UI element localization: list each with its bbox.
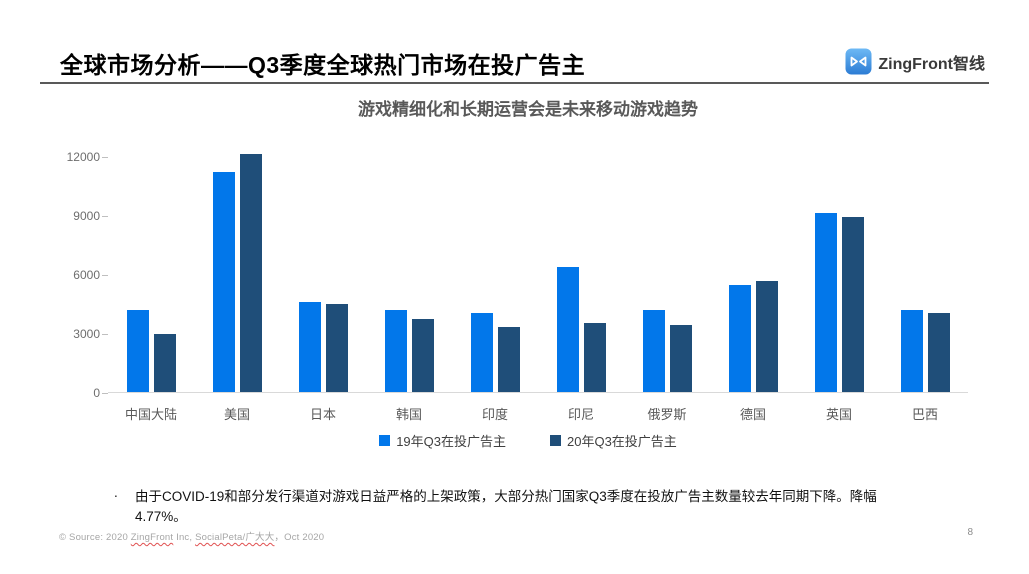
y-axis-tick-label: 6000 xyxy=(73,268,100,282)
legend-label: 19年Q3在投广告主 xyxy=(396,434,506,449)
bar xyxy=(411,319,434,392)
bar xyxy=(669,325,692,392)
y-axis-tick-mark xyxy=(102,216,108,217)
bar xyxy=(583,323,606,392)
zingfront-logo: ZingFront智线 xyxy=(845,48,985,75)
chart-legend: 19年Q3在投广告主 20年Q3在投广告主 xyxy=(108,431,948,450)
y-axis-tick-label: 3000 xyxy=(73,327,100,341)
x-axis-label: 巴西 xyxy=(911,407,938,422)
page-number: 8 xyxy=(967,527,973,538)
x-axis-label: 英国 xyxy=(825,407,852,422)
x-axis-label: 日本 xyxy=(309,407,336,422)
legend-marker xyxy=(379,435,391,446)
source-prefix: © Source: 2020 xyxy=(59,532,131,543)
legend-label: 20年Q3在投广告主 xyxy=(567,434,677,449)
legend-marker xyxy=(550,435,561,446)
x-axis-label: 俄罗斯 xyxy=(647,407,687,422)
bar xyxy=(470,313,493,392)
x-axis-label: 中国大陆 xyxy=(124,407,177,422)
source-suffix: ，Oct 2020 xyxy=(274,532,325,543)
bar xyxy=(212,171,235,392)
bar xyxy=(841,216,864,392)
legend-item: 19年Q3在投广告主 xyxy=(379,431,506,450)
zingfront-logo-icon xyxy=(845,48,872,75)
bar xyxy=(927,313,950,392)
x-axis-label: 韩国 xyxy=(395,407,422,422)
x-axis-labels: 中国大陆 美国 日本 韩国 印度 印尼 俄罗斯 德国 英国 巴西 xyxy=(108,404,968,423)
bar xyxy=(126,310,149,392)
zingfront-logo-text: ZingFront智线 xyxy=(878,55,985,73)
legend-item: 20年Q3在投广告主 xyxy=(550,431,677,450)
bar xyxy=(325,304,348,392)
bar xyxy=(153,333,176,392)
bar xyxy=(556,267,579,392)
y-axis-tick-label: 0 xyxy=(93,386,100,400)
chart-title: 游戏精细化和长期运营会是未来移动游戏趋势 xyxy=(358,100,698,119)
bar xyxy=(298,301,321,392)
y-axis-tick-mark xyxy=(102,393,108,394)
bar xyxy=(755,280,778,392)
bar-group-日本 xyxy=(280,157,366,392)
source-mid: Inc, xyxy=(173,532,196,543)
summary-note: . 由于COVID-19和部分发行渠道对游戏日益严格的上架政策，大部分热门国家Q… xyxy=(114,485,924,525)
bar xyxy=(497,327,520,392)
bar xyxy=(728,284,751,392)
bar xyxy=(384,310,407,392)
bar-group-中国大陆 xyxy=(108,157,194,392)
bar-group-印度 xyxy=(452,157,538,392)
bar-group-韩国 xyxy=(366,157,452,392)
bar-group-美国 xyxy=(194,154,280,392)
bar xyxy=(814,213,837,392)
page-title: 全球市场分析——Q3季度全球热门市场在投广告主 xyxy=(60,52,586,78)
x-axis-label: 美国 xyxy=(223,407,250,422)
note-bullet: . xyxy=(114,485,118,500)
source-text: © Source: 2020 ZingFront Inc, SocialPeta… xyxy=(59,529,324,543)
y-axis-tick-mark xyxy=(102,157,108,158)
bar-group-英国 xyxy=(796,157,882,392)
bar-group-印尼 xyxy=(538,157,624,392)
source-zingfront: ZingFront xyxy=(130,532,174,543)
note-text: 由于COVID-19和部分发行渠道对游戏日益严格的上架政策，大部分热门国家Q3季… xyxy=(135,489,877,524)
bar-group-俄罗斯 xyxy=(624,157,710,392)
y-axis-tick-label: 9000 xyxy=(73,209,100,223)
source-socialpeta: SocialPeta/广大大 xyxy=(195,532,275,543)
header-divider xyxy=(40,82,989,84)
bar-group-德国 xyxy=(710,157,796,392)
bar-group-巴西 xyxy=(882,157,968,392)
x-axis-label: 印度 xyxy=(481,407,508,422)
x-axis-label: 印尼 xyxy=(567,407,594,422)
plot-area xyxy=(108,154,968,393)
bar xyxy=(642,310,665,392)
y-axis-tick-mark xyxy=(102,334,108,335)
bar xyxy=(239,154,262,392)
y-axis-tick-mark xyxy=(102,275,108,276)
y-axis-tick-label: 12000 xyxy=(66,150,100,164)
x-axis-label: 德国 xyxy=(739,407,766,422)
bar xyxy=(900,310,923,392)
